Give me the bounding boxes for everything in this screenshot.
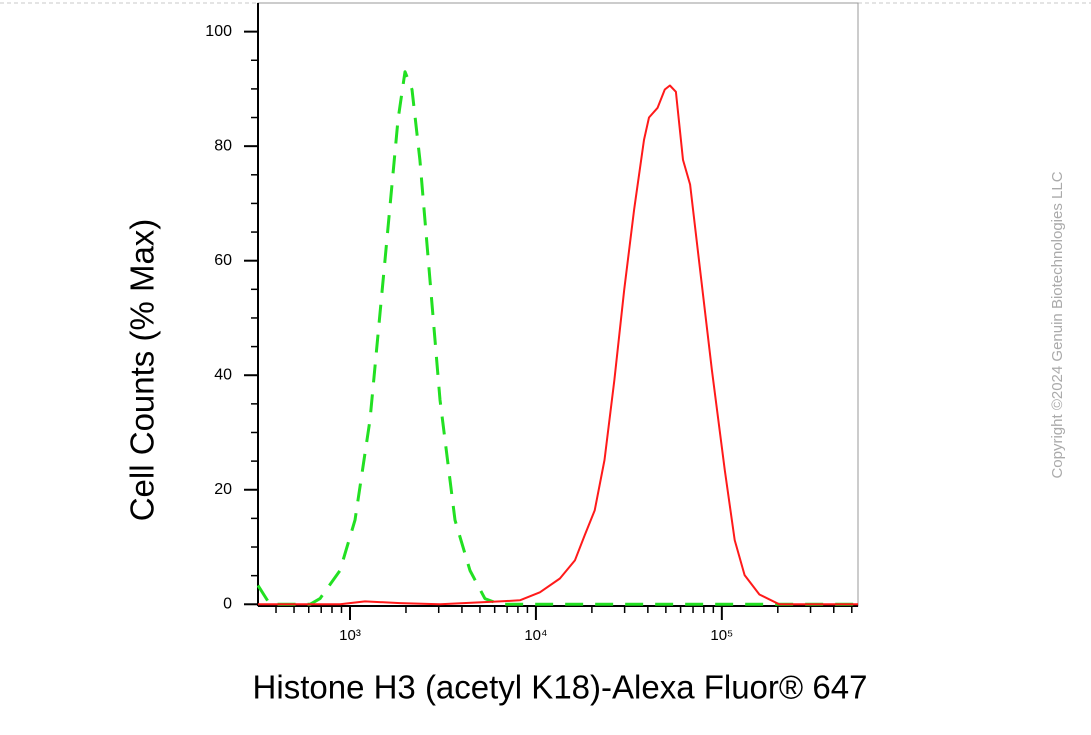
y-tick-label: 0	[223, 596, 232, 613]
y-tick-label: 20	[214, 481, 232, 498]
y-tick-label: 80	[214, 137, 232, 154]
x-axis-title: Histone H3 (acetyl K18)-Alexa Fluor® 647	[253, 669, 868, 706]
x-tick-label: 10⁵	[710, 627, 733, 644]
x-tick-label: 10⁴	[524, 627, 547, 644]
y-tick-label: 60	[214, 252, 232, 269]
y-tick-label: 40	[214, 366, 232, 383]
x-tick-label: 10³	[339, 627, 361, 644]
series-line	[256, 70, 858, 606]
watermark: Copyright ©2024 Genuin Biotechnologies L…	[1049, 171, 1066, 478]
series-line	[258, 84, 858, 606]
y-axis-title: Cell Counts (% Max)	[124, 219, 161, 522]
plot-frame	[257, 2, 859, 607]
y-tick-label: 100	[205, 23, 232, 40]
